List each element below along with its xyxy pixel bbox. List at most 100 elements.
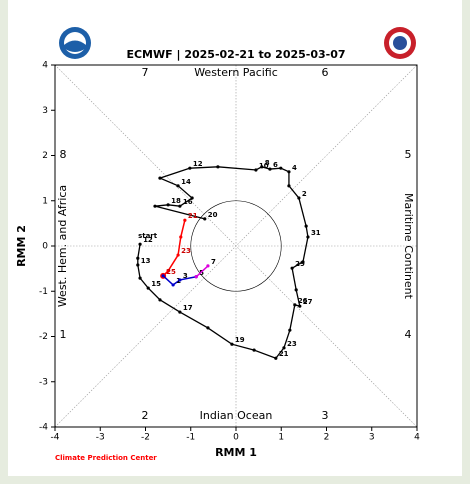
nws-logo <box>384 27 416 59</box>
point <box>138 276 142 280</box>
point <box>190 196 194 200</box>
day-label: 20 <box>208 211 218 219</box>
phase-label: 5 <box>405 148 412 161</box>
point <box>194 275 198 279</box>
y-tick-label: -3 <box>39 377 48 387</box>
point <box>146 286 150 290</box>
credit: Climate Prediction Center <box>55 454 157 462</box>
unit-circle <box>190 200 282 292</box>
point <box>153 204 157 208</box>
point <box>297 196 301 200</box>
point <box>178 204 182 208</box>
day-label: 12 <box>143 236 153 244</box>
point <box>176 184 180 188</box>
point <box>287 170 291 174</box>
day-label: 18 <box>171 197 181 205</box>
y-tick-label: 1 <box>42 196 48 206</box>
point <box>178 278 182 282</box>
y-tick-label: 4 <box>42 61 48 71</box>
point <box>178 310 182 314</box>
day-label: 7 <box>211 258 216 266</box>
point <box>166 203 170 207</box>
day-label: 26 <box>298 297 308 305</box>
phase-label: 2 <box>142 409 149 422</box>
point <box>203 217 207 221</box>
day-label: 31 <box>311 229 321 237</box>
x-tick-label: -4 <box>51 433 60 443</box>
point <box>254 168 258 172</box>
day-label: 21 <box>188 212 198 220</box>
x-axis-label: RMM 1 <box>215 446 257 459</box>
day-label: 16 <box>183 198 193 206</box>
y-axis-label: RMM 2 <box>15 225 28 267</box>
y-tick-label: -4 <box>39 423 48 433</box>
day-label: 1 <box>176 277 181 285</box>
point <box>294 288 298 292</box>
trajectory <box>137 166 309 359</box>
day-label: 4 <box>292 164 297 172</box>
point <box>171 283 175 287</box>
point <box>206 326 210 330</box>
point <box>136 256 140 260</box>
point <box>268 167 272 171</box>
point <box>230 342 234 346</box>
phase-label: 8 <box>60 148 67 161</box>
x-tick-label: -3 <box>96 433 105 443</box>
y-tick-label: -1 <box>39 287 48 297</box>
x-tick-label: 2 <box>324 433 330 443</box>
day-label: 10 <box>259 162 269 170</box>
x-tick-label: -1 <box>186 433 195 443</box>
point <box>287 184 291 188</box>
day-label: 6 <box>273 161 278 169</box>
y-tick-label: 3 <box>42 106 48 116</box>
point <box>206 264 210 268</box>
x-tick-label: 0 <box>233 433 239 443</box>
point <box>136 263 140 267</box>
day-label: 27 <box>303 298 313 306</box>
phase-label: 3 <box>322 409 329 422</box>
point <box>188 166 192 170</box>
chart-title: ECMWF | 2025-02-21 to 2025-03-07 <box>126 48 345 61</box>
day-label: 25 <box>166 268 176 276</box>
region-label: Maritime Continent <box>402 193 415 300</box>
x-tick-label: 4 <box>414 433 420 443</box>
x-tick-label: 1 <box>278 433 284 443</box>
point <box>166 269 170 273</box>
day-label: 8 <box>265 159 270 167</box>
phase-label: 4 <box>405 328 412 341</box>
day-label: 3 <box>183 272 188 280</box>
point <box>176 253 180 257</box>
y-tick-label: -2 <box>39 332 48 342</box>
point <box>274 356 278 360</box>
y-tick-label: 0 <box>42 242 48 252</box>
point <box>279 166 283 170</box>
day-label: 23 <box>287 340 297 348</box>
trajectory <box>162 275 197 286</box>
trajectory <box>195 265 209 278</box>
day-label: 5 <box>199 269 204 277</box>
phase-label: 7 <box>142 66 149 79</box>
region-label: Indian Ocean <box>200 409 273 422</box>
start-label: start <box>138 232 158 240</box>
point <box>161 274 165 278</box>
day-label: 23 <box>181 247 191 255</box>
point <box>298 304 302 308</box>
point <box>179 235 183 239</box>
day-label: 17 <box>183 304 193 312</box>
x-tick-label: 3 <box>369 433 375 443</box>
point <box>183 218 187 222</box>
day-label: 2 <box>302 190 307 198</box>
point <box>260 165 264 169</box>
y-tick-label: 2 <box>42 151 48 161</box>
point <box>288 328 292 332</box>
point <box>158 298 162 302</box>
x-tick-label: -2 <box>141 433 150 443</box>
phase-label: 6 <box>322 66 329 79</box>
point <box>301 260 305 264</box>
point <box>290 266 294 270</box>
day-label: 19 <box>235 336 245 344</box>
day-label: 29 <box>295 260 305 268</box>
point <box>158 176 162 180</box>
